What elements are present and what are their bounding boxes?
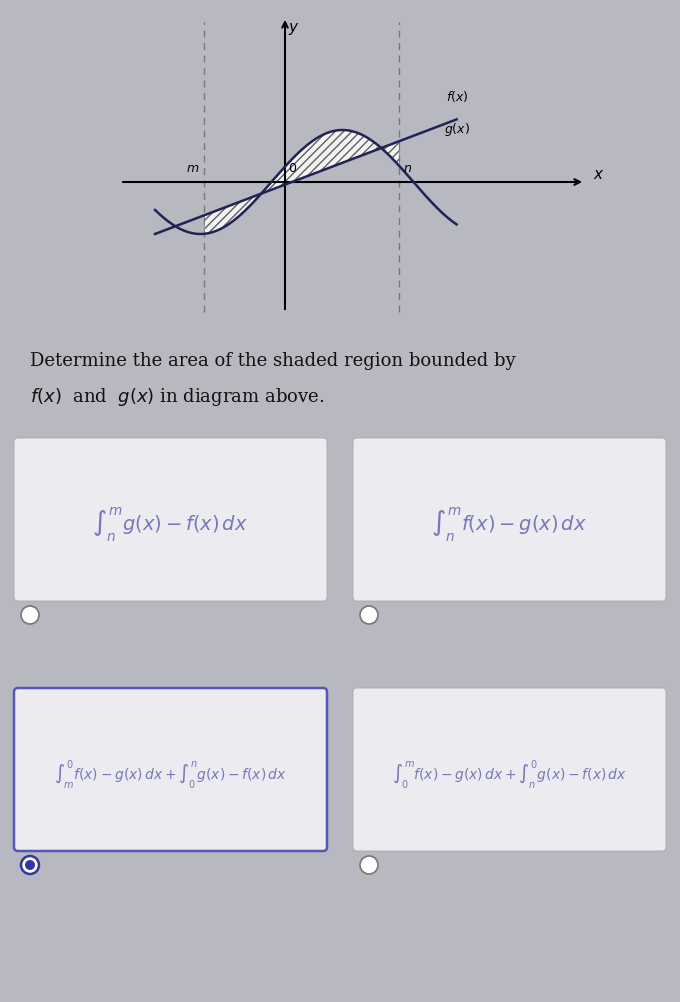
FancyBboxPatch shape [14, 438, 327, 601]
Text: x: x [593, 166, 602, 181]
Text: $\int_{m}^{0} f(x)-g(x)\,dx+\int_{0}^{n} g(x)-f(x)\,dx$: $\int_{m}^{0} f(x)-g(x)\,dx+\int_{0}^{n}… [54, 758, 287, 791]
Circle shape [360, 856, 378, 874]
Text: $\int_{n}^{m} g(x)-f(x)\,dx$: $\int_{n}^{m} g(x)-f(x)\,dx$ [92, 505, 248, 544]
Text: $m$: $m$ [186, 162, 200, 175]
Circle shape [25, 860, 35, 870]
Circle shape [21, 856, 39, 874]
Text: $0$: $0$ [288, 162, 297, 175]
FancyBboxPatch shape [353, 688, 666, 851]
Text: y: y [288, 20, 298, 35]
Polygon shape [285, 130, 399, 184]
Text: $f(x)$: $f(x)$ [446, 89, 469, 104]
Text: Determine the area of the shaded region bounded by: Determine the area of the shaded region … [30, 352, 515, 370]
Text: $\int_{0}^{m} f(x)-g(x)\,dx+\int_{n}^{0} g(x)-f(x)\,dx$: $\int_{0}^{m} f(x)-g(x)\,dx+\int_{n}^{0}… [392, 758, 627, 791]
Text: $n$: $n$ [403, 162, 413, 175]
Text: $\int_{n}^{m} f(x)-g(x)\,dx$: $\int_{n}^{m} f(x)-g(x)\,dx$ [432, 505, 588, 544]
Polygon shape [205, 166, 285, 233]
Circle shape [21, 606, 39, 624]
Text: $f(x)$  and  $g(x)$ in diagram above.: $f(x)$ and $g(x)$ in diagram above. [30, 386, 324, 408]
Text: $g(x)$: $g(x)$ [443, 120, 470, 137]
FancyBboxPatch shape [353, 438, 666, 601]
FancyBboxPatch shape [14, 688, 327, 851]
Circle shape [360, 606, 378, 624]
